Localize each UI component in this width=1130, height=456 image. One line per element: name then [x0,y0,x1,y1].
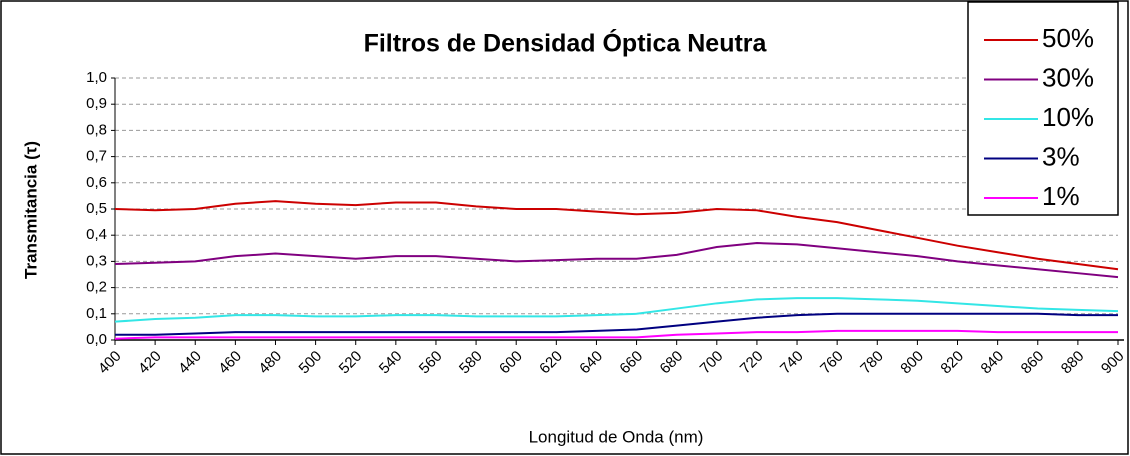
y-tick-label: 0,7 [86,148,107,165]
legend-label: 50% [1042,23,1094,53]
legend-label: 1% [1042,181,1080,211]
y-axis-label: Transmitancia (τ) [21,141,40,279]
data-line [114,329,1118,340]
y-tick-label: 0,5 [86,200,107,217]
y-tick-label: 0,1 [86,305,107,322]
chart-title: Filtros de Densidad Óptica Neutra [364,28,768,58]
x-axis-label: Longitud de Onda (nm) [529,427,704,446]
data-line [114,200,1119,271]
y-tick-label: 0,4 [86,226,107,243]
legend-label: 30% [1042,62,1094,92]
legend-label: 3% [1042,141,1080,171]
data-line [114,297,1119,323]
y-tick-label: 0,3 [86,252,107,269]
y-tick-label: 1,0 [86,69,107,86]
y-tick-label: 0,6 [86,174,107,191]
y-tick-label: 0,8 [86,121,107,138]
legend-box [967,1,1119,216]
y-tick-label: 0,0 [86,331,107,348]
y-tick-label: 0,9 [86,95,107,112]
data-line [115,312,1118,336]
data-line [114,242,1119,279]
legend-label: 10% [1042,102,1094,132]
y-tick-label: 0,2 [86,279,107,296]
